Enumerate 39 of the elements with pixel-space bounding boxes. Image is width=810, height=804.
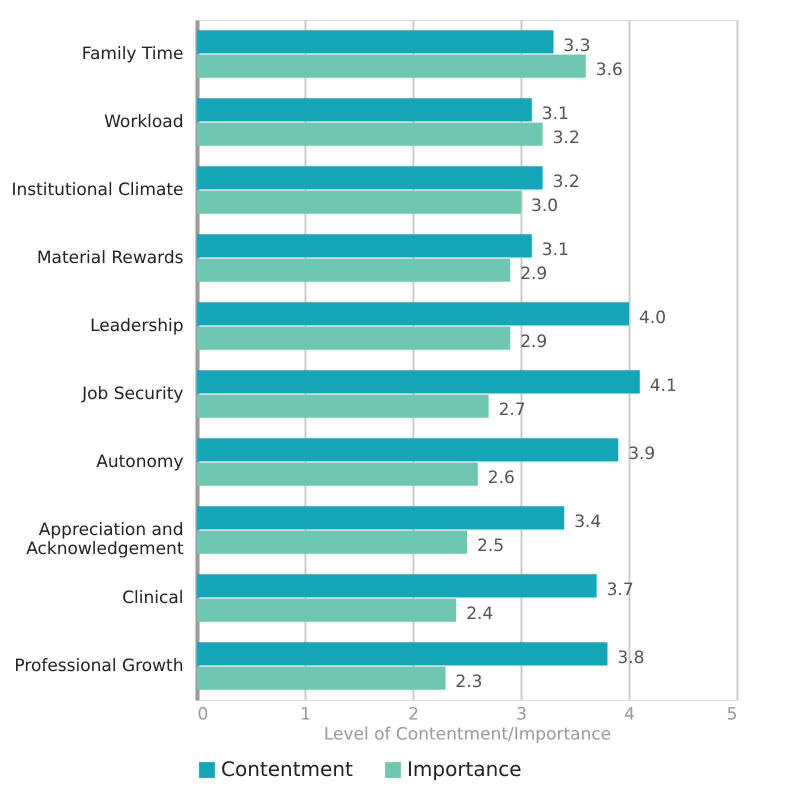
y-tick-label: Autonomy bbox=[96, 452, 184, 472]
y-tick-label: Professional Growth bbox=[14, 656, 184, 676]
legend-label: Contentment bbox=[221, 757, 354, 781]
data-label: 2.6 bbox=[488, 468, 515, 488]
data-label: 3.1 bbox=[542, 240, 569, 260]
data-label: 3.9 bbox=[628, 444, 656, 464]
x-axis-title: Level of Contentment/Importance bbox=[324, 724, 612, 744]
y-tick-label: Institutional Climate bbox=[11, 180, 184, 200]
data-label: 3.3 bbox=[563, 36, 590, 56]
x-tick-label: 2 bbox=[408, 704, 419, 724]
x-tick-label: 5 bbox=[726, 704, 738, 724]
legend-label: Importance bbox=[407, 757, 522, 781]
data-label: 3.0 bbox=[531, 196, 558, 216]
data-label: 3.2 bbox=[552, 172, 580, 192]
data-label: 2.5 bbox=[477, 536, 504, 556]
x-tick-label: 1 bbox=[300, 704, 311, 724]
data-label: 3.6 bbox=[596, 60, 623, 80]
y-tick-label: Job Security bbox=[81, 384, 184, 404]
y-tick-label: Clinical bbox=[122, 588, 184, 608]
y-tick-label: Material Rewards bbox=[36, 248, 184, 268]
x-tick-label: 4 bbox=[624, 704, 635, 724]
data-label: 3.2 bbox=[552, 128, 580, 148]
y-tick-label: Leadership bbox=[90, 316, 184, 336]
data-label: 2.4 bbox=[466, 604, 494, 624]
x-tick-label: 0 bbox=[198, 704, 208, 724]
data-label: 2.9 bbox=[520, 264, 548, 284]
data-label: 3.4 bbox=[574, 512, 602, 532]
y-tick-label: Family Time bbox=[82, 44, 184, 64]
data-label: 2.7 bbox=[498, 400, 526, 420]
data-label: 2.9 bbox=[520, 332, 548, 352]
data-label: 3.8 bbox=[617, 648, 644, 668]
x-tick-label: 3 bbox=[516, 704, 527, 724]
data-label: 3.7 bbox=[606, 580, 634, 600]
y-tick-label: Appreciation and Acknowledgement bbox=[26, 520, 184, 559]
y-tick-label: Workload bbox=[104, 112, 184, 132]
data-label: 4.1 bbox=[650, 376, 677, 396]
data-label: 3.1 bbox=[542, 104, 569, 124]
data-label: 2.3 bbox=[455, 672, 482, 692]
data-label: 4.0 bbox=[639, 308, 666, 328]
